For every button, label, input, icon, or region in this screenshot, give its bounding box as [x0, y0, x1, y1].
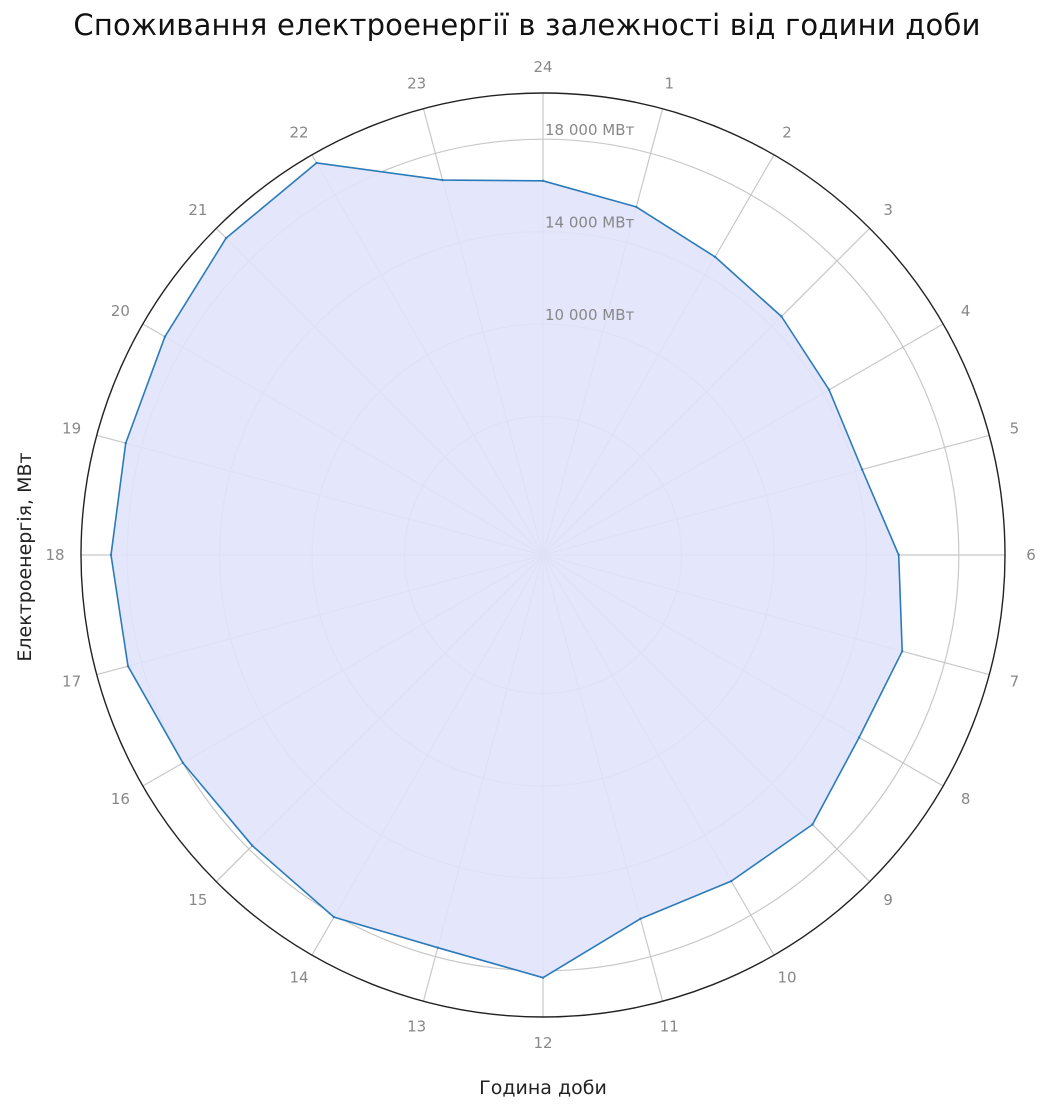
ring-labels: 10 000 МВт 14 000 МВт 18 000 МВт [545, 121, 634, 324]
tick-label: 15 [188, 891, 207, 909]
data-point-16 [181, 761, 185, 765]
tick-label: 13 [407, 1017, 426, 1035]
outer-frame [80, 92, 1006, 1018]
data-point-9 [811, 823, 814, 826]
data-point-24 [541, 179, 545, 182]
y-axis-title: Електроенергія, МВт [14, 452, 36, 661]
data-point-10 [730, 879, 733, 883]
data-points [109, 161, 904, 979]
data-point-13 [436, 946, 439, 949]
data-point-23 [441, 178, 444, 182]
chart-title: Споживання електроенергії в залежності в… [73, 8, 981, 42]
data-point-11 [639, 917, 642, 920]
tick-label: 11 [660, 1017, 679, 1035]
tick-label: 1 [665, 75, 675, 93]
tick-label: 7 [1010, 672, 1020, 690]
data-point-2 [713, 255, 717, 259]
tick-label: 16 [111, 790, 130, 808]
tick-label: 23 [407, 75, 426, 93]
data-point-7 [901, 650, 904, 653]
tick-label: 4 [961, 302, 971, 320]
tick-label: 6 [1026, 546, 1036, 564]
data-point-17 [126, 665, 130, 668]
ring-label: 14 000 МВт [545, 214, 634, 232]
data-point-15 [251, 844, 254, 847]
data-point-14 [332, 915, 336, 919]
data-point-5 [860, 468, 864, 471]
tick-label: 3 [883, 201, 893, 219]
data-point-12 [541, 976, 545, 979]
tick-label: 20 [111, 302, 130, 320]
data-point-6 [897, 553, 900, 557]
data-point-18 [109, 553, 113, 557]
tick-label: 10 [777, 969, 796, 987]
tick-label: 9 [883, 891, 893, 909]
tick-label: 2 [782, 123, 792, 141]
tick-label: 18 [45, 546, 64, 564]
data-point-4 [827, 388, 831, 391]
x-axis-title: Година доби [479, 1077, 607, 1099]
data-point-3 [780, 315, 783, 318]
data-point-21 [224, 236, 228, 240]
data-area [110, 162, 904, 979]
tick-label: 21 [188, 201, 207, 219]
ring-label: 18 000 МВт [545, 121, 634, 139]
tick-label: 17 [62, 672, 81, 690]
data-point-22 [315, 161, 318, 165]
tick-label: 14 [289, 969, 308, 987]
tick-label: 22 [289, 123, 308, 141]
tick-label: 5 [1010, 420, 1020, 438]
ring-label: 10 000 МВт [545, 306, 634, 324]
tick-label: 8 [961, 790, 971, 808]
data-point-20 [163, 335, 167, 338]
tick-label: 19 [62, 420, 81, 438]
tick-label: 24 [533, 58, 552, 76]
data-point-8 [857, 736, 861, 739]
data-point-1 [635, 205, 638, 209]
tick-label: 12 [533, 1034, 552, 1052]
data-point-19 [124, 442, 127, 445]
